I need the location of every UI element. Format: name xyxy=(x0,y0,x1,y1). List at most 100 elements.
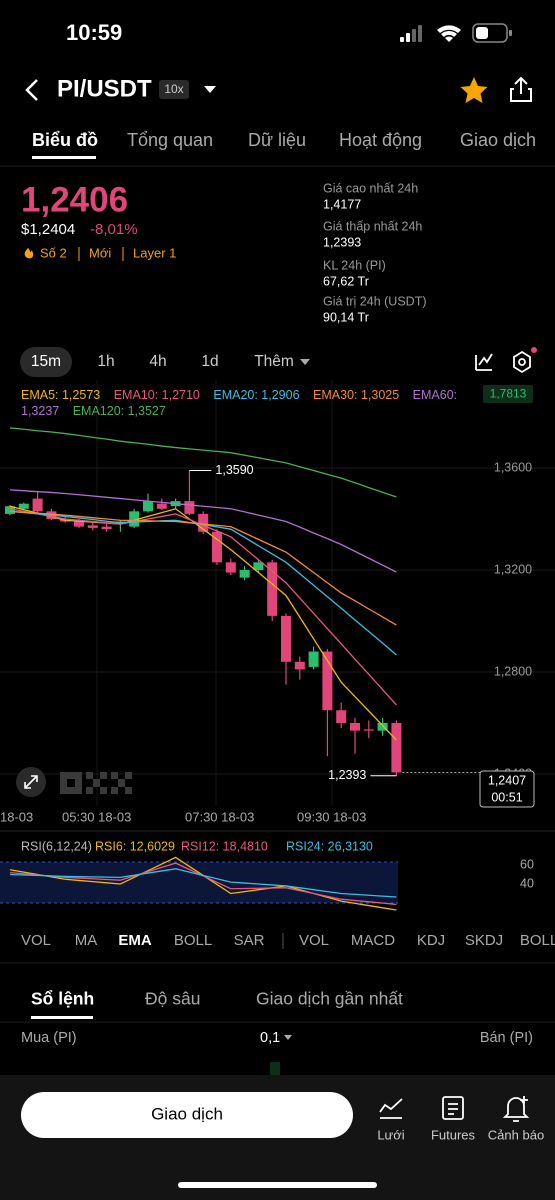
tab[interactable]: Hoạt động xyxy=(339,130,422,150)
indicator-tab[interactable]: SAR xyxy=(234,932,265,949)
candle-body xyxy=(74,521,84,527)
order-tabs: Sổ lệnh Độ sâu Giao dịch gần nhất xyxy=(31,989,403,1009)
timeframe-bar: 15m 1h 4h 1d Thêm xyxy=(31,353,294,370)
step-dropdown[interactable] xyxy=(284,1035,292,1040)
tag: Số 2 xyxy=(40,245,67,260)
candle-body xyxy=(198,513,209,532)
ema-lines xyxy=(9,427,397,741)
step-selector[interactable]: 0,1 xyxy=(260,1030,280,1046)
indicator-tab[interactable]: KDJ xyxy=(417,932,445,949)
favorite-star[interactable] xyxy=(460,77,488,103)
timeframe[interactable]: 1d xyxy=(201,353,218,370)
status-icons xyxy=(400,23,512,43)
ema-line xyxy=(9,427,397,498)
order-tab[interactable]: Độ sâu xyxy=(145,989,200,1009)
indicator-tab[interactable]: BOLL xyxy=(174,932,212,949)
candle-body xyxy=(322,651,333,711)
candle-body xyxy=(212,531,222,563)
indicator-button[interactable] xyxy=(475,353,493,371)
last-price: 1,2406 xyxy=(21,180,128,219)
trade-button-label[interactable]: Giao dịch xyxy=(151,1104,223,1123)
timeframe[interactable]: Thêm xyxy=(254,353,294,370)
timeframe[interactable]: 4h xyxy=(149,353,166,370)
legend-entry: EMA60: 1,3237 xyxy=(21,388,458,418)
candle-body xyxy=(225,562,236,573)
candle-body xyxy=(239,569,250,578)
watermark xyxy=(16,767,132,797)
indicator-tab[interactable]: VOL xyxy=(299,932,329,949)
time-label: 18-03 xyxy=(0,809,33,824)
candle-body xyxy=(253,562,264,570)
candle-body xyxy=(308,651,319,667)
tab-underline xyxy=(32,156,96,159)
leverage-badge xyxy=(159,80,189,99)
time-label: 05:30 18-03 xyxy=(62,809,131,824)
y-tick-label: 1,3600 xyxy=(494,460,532,474)
timeframe[interactable]: 15m xyxy=(31,353,61,370)
tab[interactable]: Dữ liệu xyxy=(248,130,306,150)
time-label: 07:30 18-03 xyxy=(185,809,254,824)
bottom-action[interactable]: Futures xyxy=(431,1127,476,1142)
rsi-title: RSI(6,12,24) xyxy=(21,839,92,853)
futures-icon[interactable] xyxy=(442,1096,464,1120)
share-button[interactable] xyxy=(510,76,532,102)
status-time: 10:59 xyxy=(66,20,122,45)
indicator-tab[interactable]: MA xyxy=(75,932,98,949)
candle-body xyxy=(32,498,43,512)
candle-body xyxy=(87,525,98,528)
stat-label: KL 24h (PI) xyxy=(323,258,386,272)
indicator-tab[interactable]: MACD xyxy=(351,932,395,949)
candle-body xyxy=(377,722,388,731)
stat-value: 67,62 Tr xyxy=(323,274,369,288)
candle-body xyxy=(18,503,29,509)
candle-body xyxy=(101,526,112,530)
rsi-tick-label: 60 xyxy=(520,857,534,871)
settings-button[interactable] xyxy=(513,350,531,374)
indicator-tab[interactable]: BOLL xyxy=(520,932,555,949)
order-tab[interactable]: Sổ lệnh xyxy=(31,989,94,1009)
candle-body xyxy=(143,501,153,512)
bottom-action[interactable]: Lưới xyxy=(377,1127,404,1142)
tab[interactable]: Tổng quan xyxy=(127,130,213,150)
trade-button[interactable] xyxy=(21,1092,353,1138)
more-dropdown[interactable] xyxy=(300,359,310,365)
notification-dot xyxy=(531,347,537,353)
bottom-action[interactable]: Cảnh báo xyxy=(488,1127,544,1142)
indicator-tab[interactable]: EMA xyxy=(118,932,152,949)
tab[interactable]: Giao dịch xyxy=(460,130,536,150)
y-tick-label: 1,3200 xyxy=(494,562,532,576)
indicator-tab[interactable]: VOL xyxy=(21,932,51,949)
depth-bar xyxy=(270,1062,280,1075)
rsi-legend: RSI12: 18,4810 xyxy=(181,839,268,853)
legend-entry: EMA10: 1,2710 xyxy=(113,388,200,402)
pair-dropdown[interactable] xyxy=(204,86,216,93)
stat-value: 1,2393 xyxy=(323,235,361,249)
top-label-box xyxy=(483,385,533,403)
ema-legend: EMA5: 1,2573 EMA10: 1,2710 EMA20: 1,2906… xyxy=(21,387,466,419)
timeframe[interactable]: 1h xyxy=(97,353,114,370)
rsi-tick-label: 40 xyxy=(520,876,534,890)
order-tab[interactable]: Giao dịch gần nhất xyxy=(256,989,403,1009)
candle-body xyxy=(350,722,360,731)
legend-entry: EMA30: 1,3025 xyxy=(313,388,400,402)
pair-title[interactable]: PI/USDT xyxy=(57,75,152,102)
tab-bar: Biểu đồ Tổng quan Dữ liệu Hoạt động Giao dịc… xyxy=(32,130,536,150)
last-price-label: 1,2407 xyxy=(488,773,526,787)
ema-line xyxy=(9,489,397,573)
grid-icon[interactable] xyxy=(379,1098,403,1119)
back-button[interactable] xyxy=(25,79,38,101)
time-label: 09:30 18-03 xyxy=(297,809,366,824)
rsi-legend: RSI24: 26,3130 xyxy=(286,839,373,853)
indicator-bar: VOL MA EMA BOLL SAR VOL MACD KDJ SKDJ BOLL xyxy=(21,932,555,949)
buy-header: Mua (PI) xyxy=(21,1030,77,1046)
ticker-stats: Giá cao nhất 24h 1,4177 Giá thấp nhất 24h 1… xyxy=(323,181,427,324)
legend-entry: EMA5: 1,2573 xyxy=(21,388,101,402)
indicator-tab[interactable]: SKDJ xyxy=(465,932,503,949)
tab[interactable]: Biểu đồ xyxy=(32,130,98,150)
legend-entry: EMA120: 1,3527 xyxy=(72,404,166,418)
alert-icon[interactable] xyxy=(502,1096,530,1122)
candle-body xyxy=(336,710,347,723)
